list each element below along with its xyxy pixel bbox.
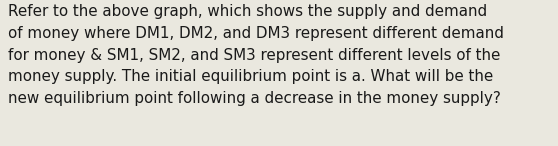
Text: Refer to the above graph, which shows the supply and demand
of money where DM1, : Refer to the above graph, which shows th… (8, 4, 504, 106)
